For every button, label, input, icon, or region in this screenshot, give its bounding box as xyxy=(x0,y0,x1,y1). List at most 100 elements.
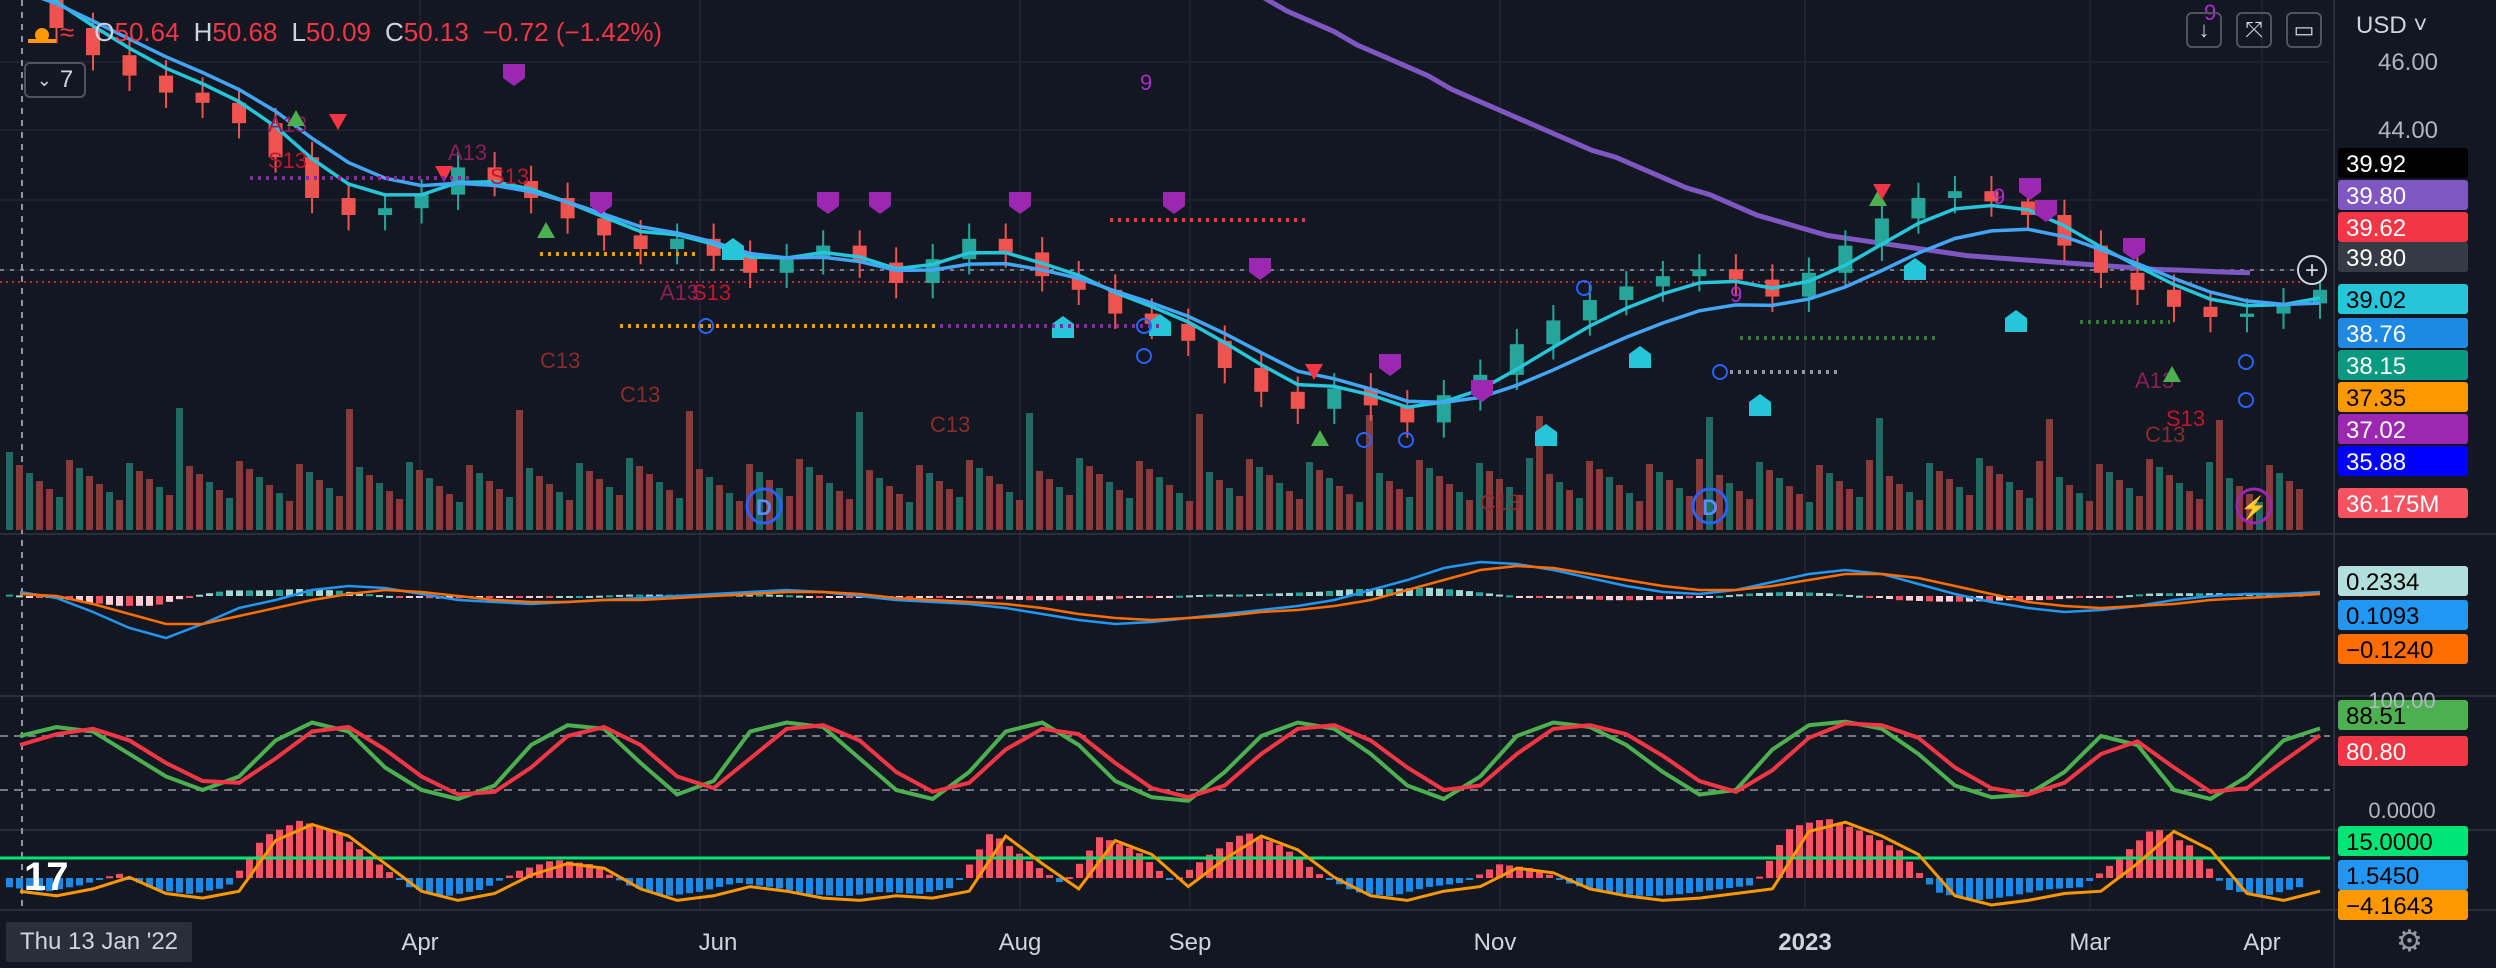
candle xyxy=(889,247,904,299)
macd-hist-bar xyxy=(2136,594,2143,597)
osc-hist-bar xyxy=(1536,870,1543,878)
macd-hist-bar xyxy=(1086,596,1093,601)
time-tick: Sep xyxy=(1169,929,1212,956)
osc-hist-bar xyxy=(1376,878,1383,895)
osc-hist-bar xyxy=(2116,858,2123,878)
volume-bar xyxy=(996,484,1003,530)
macd-hist-bar xyxy=(146,596,153,606)
volume-bar xyxy=(2176,483,2183,530)
osc-hist-bar xyxy=(1936,878,1943,893)
candle xyxy=(1801,257,1816,312)
price-tick: 46.00 xyxy=(2378,49,2438,76)
volume-bar xyxy=(526,468,533,530)
macd-hist-bar xyxy=(1246,594,1253,597)
volume-bar xyxy=(56,497,63,530)
osc-hist-bar xyxy=(1026,861,1033,878)
macd-hist-bar xyxy=(526,596,533,598)
event-marker-label: D xyxy=(1702,495,1718,520)
volume-bar xyxy=(1636,501,1643,530)
macd-hist-bar xyxy=(1286,592,1293,596)
macd-hist-bar xyxy=(1456,590,1463,596)
candle-body xyxy=(633,235,648,249)
candle-body xyxy=(1327,388,1342,409)
macd-hist-bar xyxy=(1256,594,1263,597)
osc-hist-bar xyxy=(2016,878,2023,895)
osc-hist-bar xyxy=(1186,869,1193,878)
macd-hist-bar xyxy=(2166,593,2173,596)
osc-hist-bar xyxy=(936,878,943,891)
low-value: 50.09 xyxy=(305,16,371,47)
time-tick: Aug xyxy=(999,929,1042,956)
macd-hist-bar xyxy=(2086,596,2093,598)
candle xyxy=(1728,254,1743,295)
osc-hist-bar xyxy=(1996,878,2003,898)
currency-select[interactable]: USD ˅ xyxy=(2356,12,2427,40)
volume-bar xyxy=(876,478,883,530)
osc-hist-bar xyxy=(1846,826,1853,878)
macd-hist-bar xyxy=(426,596,433,599)
osc-hist-bar xyxy=(1696,878,1703,892)
price-badge-label: 37.35 xyxy=(2346,385,2406,412)
change-value: −0.72 (−1.42%) xyxy=(482,16,663,47)
macd-hist-bar xyxy=(576,596,583,598)
volume-bar xyxy=(1556,482,1563,530)
candle-body xyxy=(1546,320,1561,345)
download-button[interactable]: ↓ xyxy=(2186,12,2222,48)
low-label: L50.09 xyxy=(291,16,371,47)
macd-hist-bar xyxy=(536,596,543,598)
snapshot-button[interactable]: ▭ xyxy=(2286,12,2322,48)
volume-bar xyxy=(256,477,263,530)
volume-bar xyxy=(866,470,873,530)
macd-hist-bar xyxy=(1276,593,1283,596)
osc-hist-bar xyxy=(1656,878,1663,896)
osc-hist-bar xyxy=(1756,876,1763,879)
volume-bar xyxy=(1546,474,1553,530)
signal-label: S13 xyxy=(490,164,529,189)
macd-hist-bar xyxy=(106,596,113,605)
volume-bar xyxy=(1906,492,1913,530)
ema-lines xyxy=(41,0,2321,410)
volume-bar xyxy=(946,489,953,530)
volume-bar xyxy=(226,498,233,530)
indicators-collapse-button[interactable]: ⌄ 7 xyxy=(24,62,86,98)
volume-bar xyxy=(606,487,613,530)
price-axis: 46.00 44.00 39.92 39.80 39.62 39.80 39.02 38.76… xyxy=(2297,49,2468,920)
osc-hist-bar xyxy=(506,875,513,878)
osc-hist-bar xyxy=(266,834,273,878)
symbol-icon[interactable]: ≈ xyxy=(28,17,74,48)
signal-label: S13 xyxy=(2166,406,2205,431)
chevron-down-icon: ˅ xyxy=(2406,12,2428,39)
candle-body xyxy=(195,92,210,103)
candle xyxy=(779,243,794,289)
volume-bar xyxy=(2106,472,2113,530)
stoch-k-line xyxy=(19,719,2321,803)
settings-gear-icon[interactable]: ⚙ xyxy=(2396,925,2423,958)
macd-hist-bar xyxy=(406,596,413,598)
osc-hist-bar xyxy=(1156,870,1163,878)
volume-bar xyxy=(1106,482,1113,530)
sell-flag xyxy=(590,192,612,214)
osc-hist-bar xyxy=(1076,863,1083,878)
volume-bar xyxy=(1396,489,1403,530)
volume-bar xyxy=(736,501,743,530)
osc-hist-bar xyxy=(1006,846,1013,878)
pane-badge: −0.1240 xyxy=(2338,634,2468,664)
osc-hist-bar xyxy=(346,841,353,878)
macd-hist-bar xyxy=(1096,596,1103,601)
osc-hist-bar xyxy=(146,878,153,888)
osc-hist-bar xyxy=(1226,842,1233,878)
macd-hist-bar xyxy=(1366,589,1373,596)
fullscreen-button[interactable]: ⤧ xyxy=(2236,12,2272,48)
macd-hist-bar xyxy=(1756,592,1763,596)
osc-hist-bar xyxy=(1896,850,1903,878)
osc-hist-bar xyxy=(66,878,73,888)
down-triangle xyxy=(1305,364,1323,380)
osc-hist-bar xyxy=(1116,844,1123,878)
osc-hist-bar xyxy=(1296,859,1303,878)
macd-hist-bar xyxy=(1446,589,1453,596)
volume-bar xyxy=(296,464,303,530)
volume-bar xyxy=(426,478,433,530)
candle-body xyxy=(1801,272,1816,297)
macd-hist-bar xyxy=(1506,595,1513,598)
